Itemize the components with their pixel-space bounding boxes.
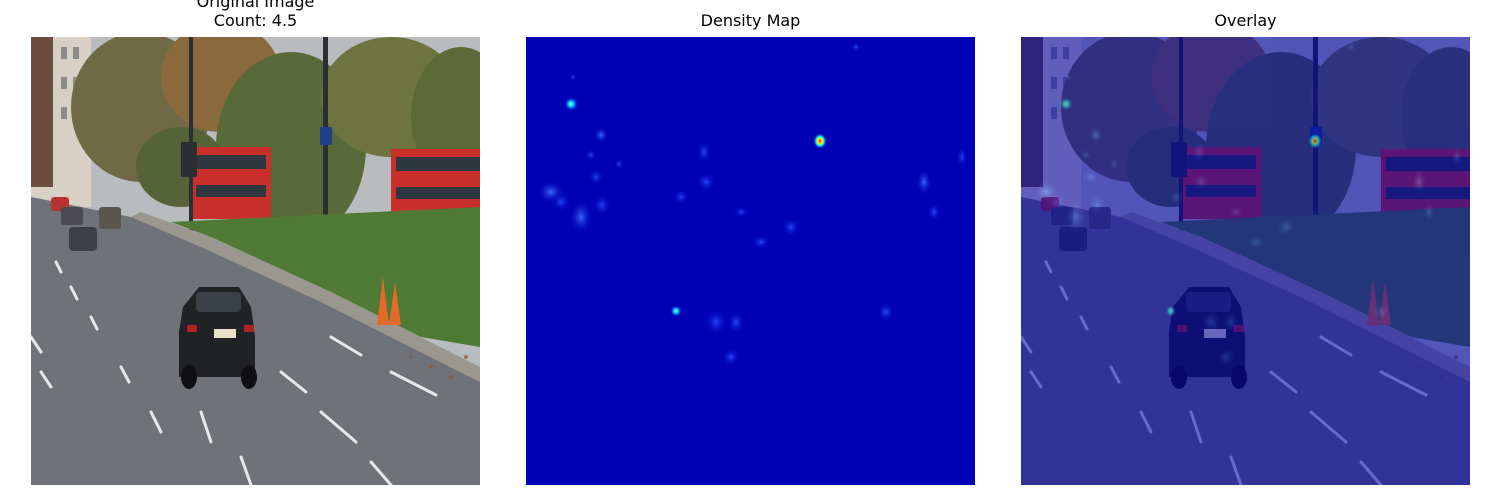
- original-title: Original Image: [196, 0, 315, 11]
- density-map-image: [526, 37, 975, 485]
- density-panel: Density Map: [526, 0, 975, 500]
- overlay-image: [1021, 37, 1470, 485]
- count-label: Count: 4.5: [213, 11, 298, 30]
- original-panel: Original Image Count: 4.5: [31, 0, 480, 500]
- density-title: Density Map: [700, 11, 801, 30]
- overlay-panel: Overlay: [1021, 0, 1470, 500]
- original-image: [31, 37, 480, 485]
- overlay-title: Overlay: [1214, 11, 1277, 30]
